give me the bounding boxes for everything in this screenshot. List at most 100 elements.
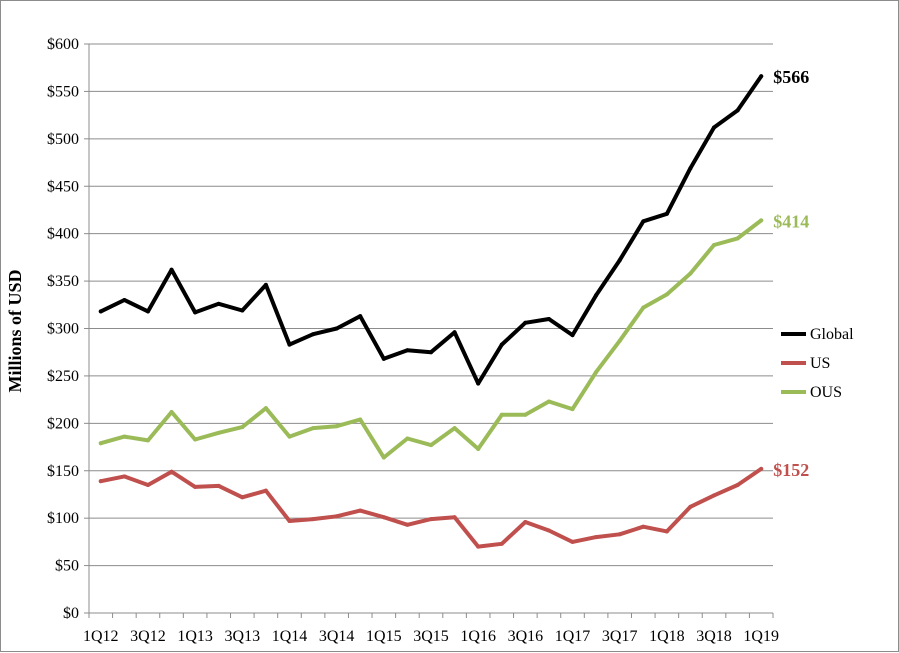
data-point-ous (334, 424, 339, 429)
y-tick-label: $200 (47, 415, 79, 432)
y-tick-label: $500 (47, 131, 79, 148)
end-label-ous: $414 (773, 211, 809, 231)
data-point-us (405, 522, 410, 527)
y-tick-label: $450 (47, 178, 79, 195)
y-tick-label: $50 (55, 558, 79, 575)
data-point-ous (476, 446, 481, 451)
axes (88, 44, 774, 618)
data-point-us (664, 529, 669, 534)
data-point-us (311, 517, 316, 522)
data-point-us (476, 544, 481, 549)
x-tick-label: 1Q14 (272, 628, 308, 645)
data-point-global (523, 320, 528, 325)
data-point-global (98, 309, 103, 314)
data-point-ous (712, 243, 717, 248)
data-point-ous (523, 412, 528, 417)
x-tick-label: 3Q14 (319, 628, 355, 645)
series-lines (98, 74, 764, 549)
data-point-global (594, 293, 599, 298)
data-point-ous (499, 412, 504, 417)
data-point-us (381, 515, 386, 520)
y-tick-label: $400 (47, 226, 79, 243)
data-point-us (358, 508, 363, 513)
end-labels: $566 $152 $414 (773, 67, 809, 480)
data-point-ous (240, 425, 245, 430)
y-tick-label: $0 (63, 605, 79, 622)
x-tick-label: 3Q15 (413, 628, 449, 645)
end-label-global: $566 (773, 67, 809, 87)
x-tick-label: 1Q15 (366, 628, 402, 645)
data-point-global (263, 282, 268, 287)
data-point-us (641, 524, 646, 529)
data-point-us (688, 504, 693, 509)
data-point-ous (452, 426, 457, 431)
data-point-us (759, 466, 764, 471)
data-point-global (216, 301, 221, 306)
data-point-us (287, 519, 292, 524)
y-tick-label: $250 (47, 368, 79, 385)
x-tick-label: 3Q16 (508, 628, 544, 645)
data-point-ous (735, 236, 740, 241)
data-point-ous (358, 417, 363, 422)
data-point-global (570, 333, 575, 338)
data-point-global (405, 348, 410, 353)
data-point-ous (145, 438, 150, 443)
x-tick-label: 1Q17 (555, 628, 591, 645)
data-point-global (476, 381, 481, 386)
data-point-us (145, 482, 150, 487)
legend: Global US OUS (781, 326, 854, 401)
data-point-ous (216, 430, 221, 435)
y-axis-title: Millions of USD (5, 269, 25, 392)
data-point-us (546, 528, 551, 533)
x-tick-label: 3Q12 (130, 628, 166, 645)
data-point-global (664, 211, 669, 216)
data-point-global (735, 108, 740, 113)
data-point-ous (122, 434, 127, 439)
data-point-us (617, 532, 622, 537)
data-point-global (759, 74, 764, 79)
y-tick-labels: $0 $50 $100 $150 $200 $250 $300 $350 $400 $450 $50… (47, 36, 79, 622)
data-point-ous (594, 370, 599, 375)
x-tick-label: 1Q18 (649, 628, 685, 645)
data-point-us (193, 484, 198, 489)
data-point-us (429, 517, 433, 522)
legend-label-us: US (810, 355, 830, 372)
x-tick-label: 1Q19 (743, 628, 779, 645)
y-tick-label: $150 (47, 463, 79, 480)
y-tick-label: $550 (47, 83, 79, 100)
data-point-us (523, 519, 528, 524)
x-tick-labels: 1Q12 3Q12 1Q13 3Q13 1Q14 3Q14 1Q15 3Q15 1Q16 3Q16… (83, 628, 779, 645)
data-point-ous (617, 338, 622, 343)
x-tick-label: 1Q16 (460, 628, 496, 645)
data-point-global (240, 308, 245, 313)
data-point-global (712, 125, 717, 130)
data-point-global (429, 350, 433, 355)
data-point-global (381, 356, 386, 361)
data-point-ous (641, 305, 646, 310)
data-point-global (311, 332, 316, 337)
data-point-ous (405, 436, 410, 441)
series-line-ous (98, 218, 764, 460)
data-point-global (193, 310, 198, 315)
data-point-global (452, 330, 457, 335)
data-point-ous (381, 455, 386, 460)
x-tick-label: 3Q18 (696, 628, 732, 645)
data-point-ous (688, 271, 693, 276)
data-point-us (216, 483, 221, 488)
data-point-global (334, 326, 339, 331)
data-point-us (240, 495, 245, 500)
data-point-us (735, 482, 740, 487)
data-point-ous (546, 399, 551, 404)
data-point-ous (193, 437, 198, 442)
y-tick-label: $350 (47, 273, 79, 290)
data-point-global (145, 309, 150, 314)
y-tick-label: $100 (47, 510, 79, 527)
data-point-us (169, 469, 174, 474)
data-point-global (617, 258, 622, 263)
data-point-global (358, 314, 363, 319)
x-tick-label: 3Q13 (225, 628, 261, 645)
data-point-us (499, 541, 504, 546)
x-tick-label: 3Q17 (602, 628, 638, 645)
data-point-ous (429, 443, 433, 448)
